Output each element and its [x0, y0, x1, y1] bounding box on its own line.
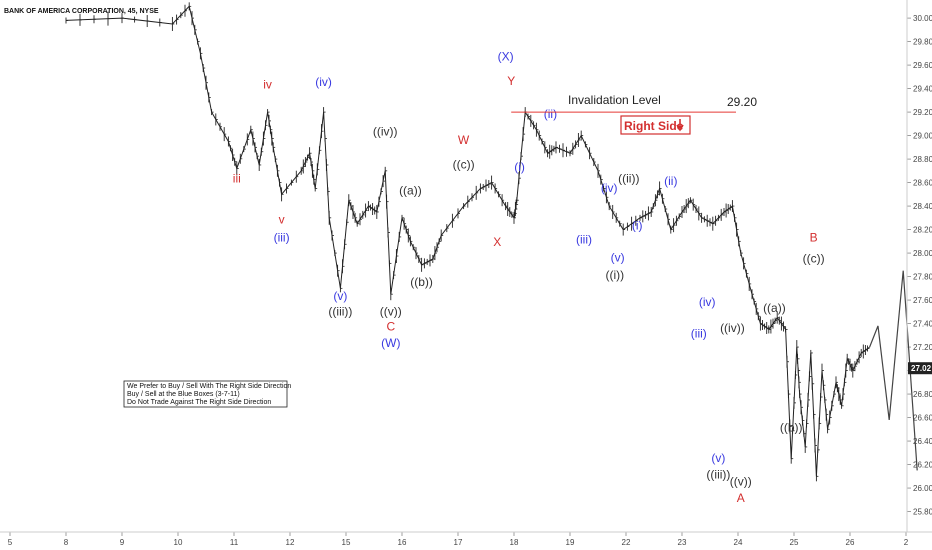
wave-label: ((v)): [380, 304, 402, 318]
price-tick-label: 25.80: [913, 508, 932, 517]
wave-label: Y: [507, 74, 515, 88]
note-line-3: Do Not Trade Against The Right Side Dire…: [127, 399, 271, 406]
wave-label: (iv): [315, 75, 332, 89]
wave-label: ((iii)): [328, 304, 352, 318]
last-price-tag: 27.02: [908, 362, 932, 375]
wave-label: A: [737, 491, 745, 505]
wave-label: W: [458, 133, 470, 147]
price-tick-label: 26.60: [913, 414, 932, 423]
wave-label: (ii): [664, 174, 677, 188]
arrow-down-icon: [676, 119, 684, 132]
invalidation-value: 29.20: [727, 95, 757, 109]
wave-label: ((i)): [605, 268, 624, 282]
wave-label: (W): [381, 336, 400, 350]
price-tick-label: 28.00: [913, 249, 932, 258]
wave-label: v: [279, 213, 285, 227]
price-tick-label: 26.40: [913, 437, 932, 446]
time-tick-label: 19: [566, 538, 575, 547]
time-tick-label: 22: [622, 538, 631, 547]
notes-box: We Prefer to Buy / Sell With The Right S…: [123, 380, 291, 408]
price-tick-label: 29.40: [913, 85, 932, 94]
wave-label: (iii): [691, 327, 707, 341]
time-axis: 5 8 9 10 11 12 15 16 17 18 19 22 23 24 25 26 2: [8, 532, 909, 547]
wave-label: (iv): [601, 181, 618, 195]
price-tick-label: 28.80: [913, 155, 932, 164]
badge-box: [620, 115, 691, 135]
chart-title: BANK OF AMERICA CORPORATION, 45, NYSE: [4, 8, 159, 15]
wave-label: ((iv)): [720, 321, 745, 335]
time-tick-label: 17: [454, 538, 463, 547]
price-tick-label: 26.20: [913, 461, 932, 470]
time-tick-label: 24: [734, 538, 743, 547]
price-tick-label: 28.60: [913, 179, 932, 188]
wave-label: ((b)): [410, 275, 433, 289]
price-tick-label: 28.40: [913, 202, 932, 211]
wave-label: (iv): [699, 295, 716, 309]
wave-labels: iiiivv(iii)(iv)(v)((iii))((iv))((v))C(W)…: [233, 49, 825, 505]
projection-line: [869, 270, 918, 471]
price-tick-label: 30.00: [913, 14, 932, 23]
time-tick-label: 16: [398, 538, 407, 547]
wave-label: B: [810, 230, 818, 244]
notes-border: [123, 380, 288, 408]
price-tick-label: 27.60: [913, 296, 932, 305]
wave-label: (iii): [274, 230, 290, 244]
last-price-box: [908, 362, 932, 375]
price-tick-label: 27.20: [913, 343, 932, 352]
wave-label: (iii): [576, 233, 592, 247]
time-tick-label: 2: [904, 538, 909, 547]
time-tick-label: 26: [846, 538, 855, 547]
price-series: [65, 2, 918, 482]
time-tick-label: 15: [342, 538, 351, 547]
price-tick-label: 27.80: [913, 273, 932, 282]
price-tick-label: 26.00: [913, 484, 932, 493]
time-tick-label: 23: [678, 538, 687, 547]
wave-label: (v): [611, 250, 625, 264]
wave-label: (i): [632, 219, 643, 233]
price-tick-label: 29.00: [913, 132, 932, 141]
badge-text: Right Side: [624, 119, 684, 133]
wave-label: iii: [233, 172, 241, 186]
time-tick-label: 18: [510, 538, 519, 547]
time-tick-label: 5: [8, 538, 13, 547]
price-axis: 30.00 29.80 29.60 29.40 29.20 29.00 28.80 28.60…: [907, 14, 932, 517]
time-tick-label: 11: [230, 538, 239, 547]
wave-label: (ii): [544, 107, 557, 121]
wave-label: ((v)): [730, 475, 752, 489]
price-tick-label: 28.20: [913, 226, 932, 235]
time-tick-label: 25: [790, 538, 799, 547]
wave-label: ((iv)): [373, 125, 398, 139]
wave-label: ((ii)): [618, 172, 639, 186]
wave-label: X: [493, 235, 501, 249]
wave-label: C: [386, 320, 395, 334]
wave-label: ((c)): [453, 157, 475, 171]
wave-label: ((b)): [780, 421, 803, 435]
right-side-badge: Right Side: [620, 115, 691, 135]
time-tick-label: 9: [120, 538, 125, 547]
wave-label: (i): [514, 160, 525, 174]
wave-label: ((c)): [803, 251, 825, 265]
wave-label: ((a)): [763, 301, 786, 315]
invalidation-label: Invalidation Level: [568, 93, 661, 107]
last-price-value: 27.02: [911, 364, 932, 373]
wave-label: iv: [263, 78, 272, 92]
price-tick-label: 29.80: [913, 38, 932, 47]
time-tick-label: 8: [64, 538, 69, 547]
note-line-1: We Prefer to Buy / Sell With The Right S…: [127, 383, 291, 390]
wave-label: (v): [711, 451, 725, 465]
wave-label: ((a)): [399, 183, 422, 197]
wave-label: (X): [498, 49, 514, 63]
time-tick-label: 12: [286, 538, 295, 547]
price-tick-label: 29.60: [913, 61, 932, 70]
price-tick-label: 29.20: [913, 108, 932, 117]
price-tick-label: 26.80: [913, 390, 932, 399]
wave-label: ((iii)): [706, 468, 730, 482]
note-line-2: Buy / Sell at the Blue Boxes (3-7-11): [127, 391, 240, 398]
time-tick-label: 10: [174, 538, 183, 547]
wave-label: (v): [333, 289, 347, 303]
price-tick-label: 27.40: [913, 320, 932, 329]
